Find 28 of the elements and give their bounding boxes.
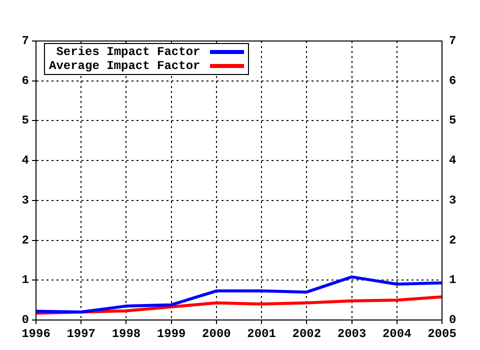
x-tick-label: 2003 (337, 327, 366, 342)
y-tick-label: 1 (22, 273, 29, 288)
y-tick-label: 7 (22, 34, 29, 48)
y2-tick-label: 1 (449, 273, 456, 288)
y2-tick-label: 6 (449, 74, 456, 88)
y2-tick-label: 3 (449, 193, 456, 208)
y-tick-label: 4 (22, 154, 29, 168)
x-tick-label: 2001 (247, 327, 276, 342)
x-tick-label: 1997 (66, 327, 96, 342)
x-tick-label: 2000 (202, 327, 231, 342)
y2-tick-label: 5 (449, 114, 456, 128)
x-tick-label: 1998 (112, 327, 141, 342)
y-tick-label: 2 (22, 233, 29, 248)
y-tick-label: 3 (22, 193, 29, 208)
x-tick-label: 2005 (428, 327, 456, 342)
y-tick-label: 6 (22, 74, 29, 88)
x-tick-label: 2004 (382, 327, 412, 342)
legend-label: Series Impact Factor (56, 45, 200, 59)
y2-tick-label: 4 (449, 154, 456, 168)
y-tick-label: 0 (22, 313, 29, 328)
x-tick-label: 2002 (292, 327, 322, 342)
y2-tick-label: 7 (449, 34, 456, 48)
x-tick-label: 1996 (22, 327, 50, 342)
x-tick-label: 1999 (156, 327, 186, 342)
legend-label: Average Impact Factor (49, 59, 200, 73)
y-tick-label: 5 (22, 114, 29, 128)
y2-tick-label: 0 (449, 313, 456, 328)
y2-tick-label: 2 (449, 233, 456, 248)
